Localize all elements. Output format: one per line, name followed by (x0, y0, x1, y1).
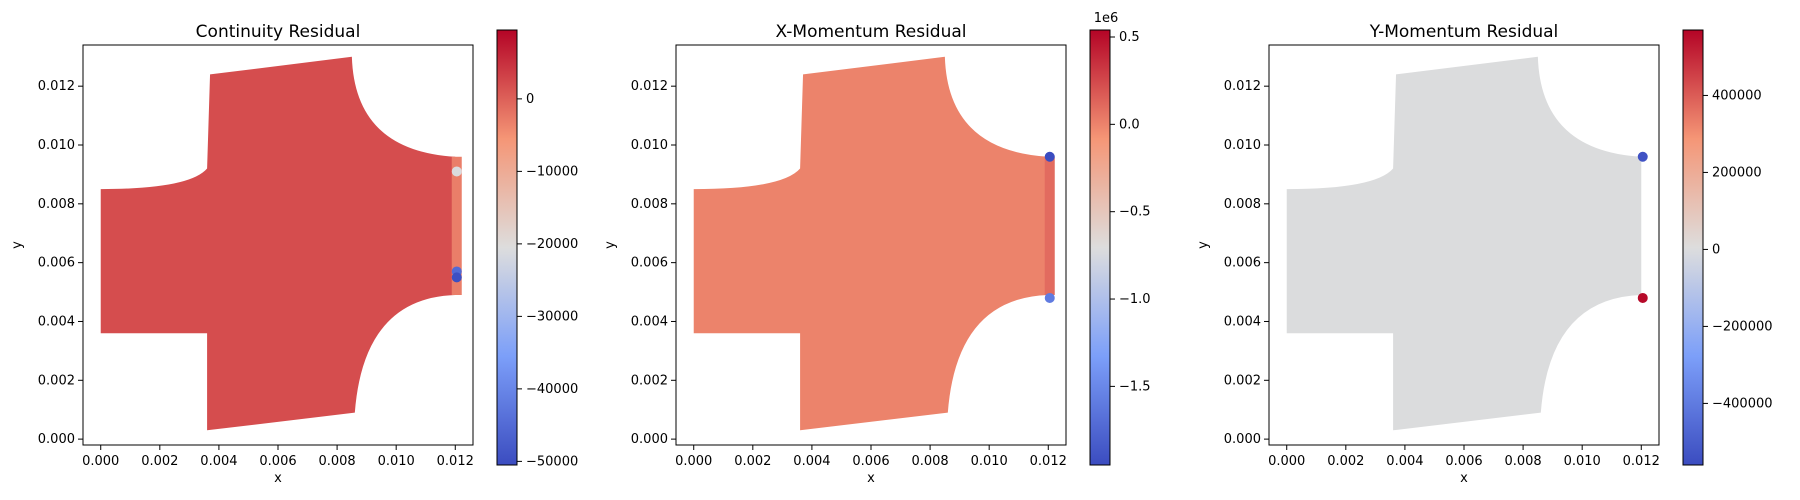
y-tick-label: 0.002 (1224, 373, 1261, 388)
plot-title: Y-Momentum Residual (1369, 22, 1559, 42)
colorbar-tick-label: −40000 (526, 382, 578, 397)
x-tick-label: 0.008 (1504, 454, 1541, 469)
extreme-point-2 (1637, 292, 1648, 303)
y-tick-label: 0.002 (631, 373, 668, 388)
plot-title: Continuity Residual (196, 22, 361, 42)
y-tick-label: 0.004 (38, 314, 75, 329)
residual-scatter-domain (1286, 56, 1642, 431)
x-tick-label: 0.004 (1386, 454, 1423, 469)
y-tick-label: 0.006 (631, 256, 668, 271)
y-axis-label: y (603, 241, 618, 249)
x-tick-label: 0.010 (378, 454, 415, 469)
x-tick-label: 0.002 (1327, 454, 1364, 469)
residual-scatter-domain (100, 56, 456, 431)
y-tick-label: 0.010 (1224, 138, 1261, 153)
x-tick-label: 0.000 (675, 454, 712, 469)
x-tick-label: 0.002 (734, 454, 771, 469)
y-tick-label: 0.000 (631, 432, 668, 447)
y-axis-label: y (1196, 241, 1211, 249)
y-tick-label: 0.010 (631, 138, 668, 153)
colorbar-tick-label: −0.5 (1119, 205, 1151, 220)
colorbar-tick-label: −200000 (1712, 319, 1773, 334)
y-tick-label: 0.004 (1224, 314, 1261, 329)
y-tick-label: 0.006 (1224, 256, 1261, 271)
colorbar-tick-label: 200000 (1712, 165, 1762, 180)
x-tick-label: 0.006 (259, 454, 296, 469)
colorbar-tick-label: 0 (1712, 242, 1720, 257)
colorbar (496, 29, 518, 466)
y-tick-label: 0.008 (1224, 197, 1261, 212)
x-tick-label: 0.006 (852, 454, 889, 469)
y-tick-label: 0.012 (38, 79, 75, 94)
colorbar (1089, 29, 1111, 466)
colorbar-tick-label: −1.0 (1119, 292, 1151, 307)
colorbar-tick-label: 0.0 (1119, 117, 1140, 132)
x-tick-label: 0.010 (1564, 454, 1601, 469)
y-tick-label: 0.002 (38, 373, 75, 388)
x-tick-label: 0.004 (793, 454, 830, 469)
x-tick-label: 0.008 (911, 454, 948, 469)
x-axis-label: x (1460, 471, 1468, 486)
x-tick-label: 0.002 (141, 454, 178, 469)
colorbar-tick-label: −20000 (526, 237, 578, 252)
outlet-strip-points (451, 156, 462, 295)
extreme-point-3 (451, 272, 462, 283)
x-tick-label: 0.012 (1623, 454, 1660, 469)
y-axis-label: y (10, 241, 25, 249)
colorbar-tick-label: −1.5 (1119, 379, 1151, 394)
residual-scatter-domain (693, 56, 1049, 431)
x-axis-label: x (867, 471, 875, 486)
y-tick-label: 0.012 (631, 79, 668, 94)
y-tick-label: 0.006 (38, 256, 75, 271)
colorbar (1682, 29, 1704, 466)
y-tick-label: 0.004 (631, 314, 668, 329)
y-tick-label: 0.010 (38, 138, 75, 153)
colorbar-tick-label: −10000 (526, 164, 578, 179)
colorbar-tick-label: −30000 (526, 309, 578, 324)
panel-1: Continuity Residual 0.000 0.002 0.004 0.006 0… (10, 22, 578, 486)
y-tick-label: 0.000 (1224, 432, 1261, 447)
x-tick-label: 0.004 (200, 454, 237, 469)
colorbar-tick-label: −50000 (526, 454, 578, 469)
extreme-point-1 (1044, 151, 1055, 162)
x-tick-label: 0.000 (1268, 454, 1305, 469)
y-tick-label: 0.012 (1224, 79, 1261, 94)
outlet-strip-points (1044, 156, 1055, 295)
y-tick-label: 0.008 (631, 197, 668, 212)
x-tick-label: 0.006 (1445, 454, 1482, 469)
x-tick-label: 0.000 (82, 454, 119, 469)
x-tick-label: 0.012 (437, 454, 474, 469)
colorbar-offset-label: 1e6 (1094, 11, 1119, 26)
colorbar-tick-label: −400000 (1712, 396, 1773, 411)
extreme-point-2 (1044, 292, 1055, 303)
plot-title: X-Momentum Residual (776, 22, 967, 42)
y-tick-label: 0.008 (38, 197, 75, 212)
colorbar-tick-label: 400000 (1712, 88, 1762, 103)
extreme-point-1 (1637, 151, 1648, 162)
y-tick-label: 0.000 (38, 432, 75, 447)
panel-2: X-Momentum Residual 0.000 0.002 0.004 0.006 0… (603, 11, 1151, 486)
colorbar-tick-label: 0.5 (1119, 30, 1140, 45)
extreme-point-1 (451, 166, 462, 177)
x-tick-label: 0.010 (971, 454, 1008, 469)
panel-3: Y-Momentum Residual 0.000 0.002 0.004 0.006 0… (1196, 22, 1773, 486)
colorbar-tick-label: 0 (526, 92, 534, 107)
x-tick-label: 0.008 (318, 454, 355, 469)
x-axis-label: x (274, 471, 282, 486)
x-tick-label: 0.012 (1030, 454, 1067, 469)
